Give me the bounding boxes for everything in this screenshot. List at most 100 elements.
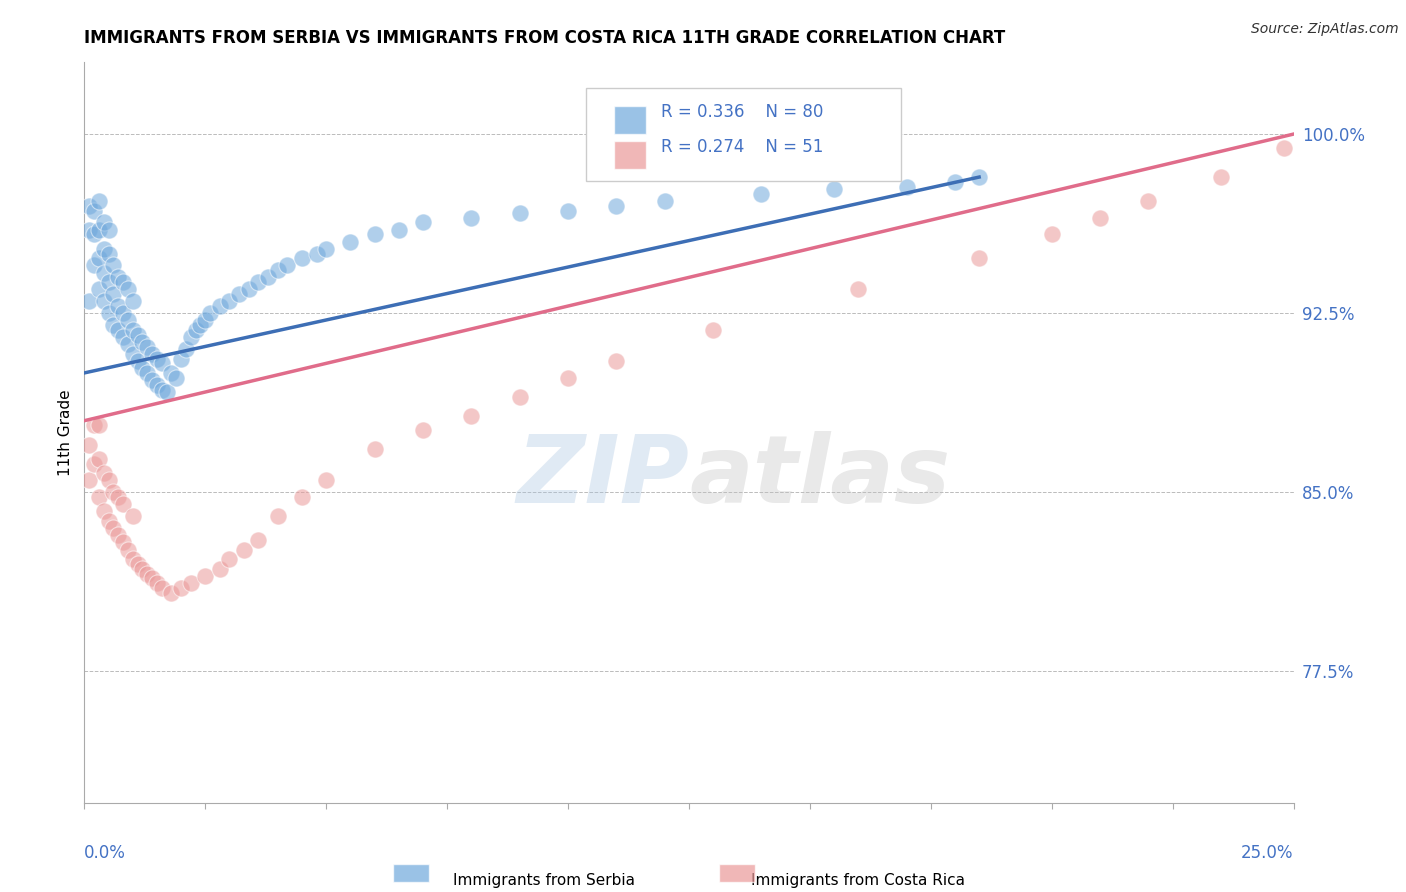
Text: IMMIGRANTS FROM SERBIA VS IMMIGRANTS FROM COSTA RICA 11TH GRADE CORRELATION CHAR: IMMIGRANTS FROM SERBIA VS IMMIGRANTS FRO… — [84, 29, 1005, 47]
Point — [1209, 170, 1232, 185]
Point — [107, 270, 129, 285]
Point — [136, 366, 159, 380]
Point — [460, 409, 482, 423]
Point — [170, 581, 193, 595]
Point — [190, 318, 212, 333]
Point — [77, 474, 100, 488]
Point — [107, 299, 129, 313]
Point — [267, 509, 290, 524]
Point — [83, 259, 105, 273]
Point — [315, 242, 337, 256]
Point — [112, 306, 135, 320]
Point — [247, 275, 270, 289]
Point — [460, 211, 482, 225]
Point — [83, 227, 105, 242]
Point — [112, 275, 135, 289]
Point — [412, 215, 434, 229]
Point — [751, 186, 773, 201]
Point — [218, 294, 240, 309]
Point — [141, 571, 163, 585]
Point — [896, 179, 918, 194]
Text: 0.0%: 0.0% — [84, 844, 127, 862]
Point — [112, 497, 135, 511]
Point — [388, 222, 411, 236]
Point — [136, 340, 159, 354]
Point — [77, 437, 100, 451]
Point — [121, 323, 143, 337]
Point — [117, 313, 139, 327]
Point — [121, 552, 143, 566]
Point — [97, 222, 120, 236]
Point — [141, 347, 163, 361]
Text: Immigrants from Costa Rica: Immigrants from Costa Rica — [751, 873, 966, 888]
Point — [247, 533, 270, 547]
Point — [103, 318, 125, 333]
Point — [83, 457, 105, 471]
Point — [557, 203, 579, 218]
Point — [218, 552, 240, 566]
Point — [967, 252, 990, 266]
Point — [97, 306, 120, 320]
Point — [363, 442, 385, 457]
Point — [702, 323, 724, 337]
Point — [1272, 141, 1295, 155]
Point — [121, 509, 143, 524]
Point — [127, 557, 149, 571]
Point — [339, 235, 361, 249]
Point — [127, 354, 149, 368]
Point — [121, 294, 143, 309]
Point — [305, 246, 328, 260]
Point — [846, 282, 869, 296]
Point — [605, 199, 627, 213]
Point — [150, 581, 173, 595]
Point — [127, 327, 149, 342]
Point — [943, 175, 966, 189]
Point — [150, 383, 173, 397]
Point — [184, 323, 207, 337]
Bar — [614, 141, 647, 169]
Bar — [392, 863, 429, 882]
Point — [83, 203, 105, 218]
Point — [315, 474, 337, 488]
Point — [117, 542, 139, 557]
Point — [93, 467, 115, 481]
Point — [198, 306, 221, 320]
Point — [131, 334, 153, 349]
Point — [155, 384, 177, 399]
Text: atlas: atlas — [689, 431, 950, 523]
Point — [87, 194, 110, 208]
Point — [605, 354, 627, 368]
Point — [131, 361, 153, 376]
Point — [103, 287, 125, 301]
Point — [77, 294, 100, 309]
Point — [107, 323, 129, 337]
Point — [291, 490, 314, 504]
Point — [823, 182, 845, 196]
Point — [131, 562, 153, 576]
Point — [160, 366, 183, 380]
Point — [194, 313, 217, 327]
Point — [77, 222, 100, 236]
Point — [267, 263, 290, 277]
Point — [1088, 211, 1111, 225]
Point — [107, 490, 129, 504]
Point — [112, 535, 135, 549]
Point — [194, 569, 217, 583]
Point — [233, 542, 256, 557]
Text: Source: ZipAtlas.com: Source: ZipAtlas.com — [1251, 22, 1399, 37]
Point — [97, 275, 120, 289]
Point — [103, 521, 125, 535]
Point — [291, 252, 314, 266]
Point — [103, 485, 125, 500]
Point — [93, 242, 115, 256]
Point — [87, 282, 110, 296]
Point — [276, 259, 298, 273]
Point — [363, 227, 385, 242]
Point — [87, 490, 110, 504]
Text: ZIP: ZIP — [516, 431, 689, 523]
Point — [93, 266, 115, 280]
Point — [77, 199, 100, 213]
Point — [180, 576, 202, 591]
Point — [150, 356, 173, 370]
Point — [97, 514, 120, 528]
